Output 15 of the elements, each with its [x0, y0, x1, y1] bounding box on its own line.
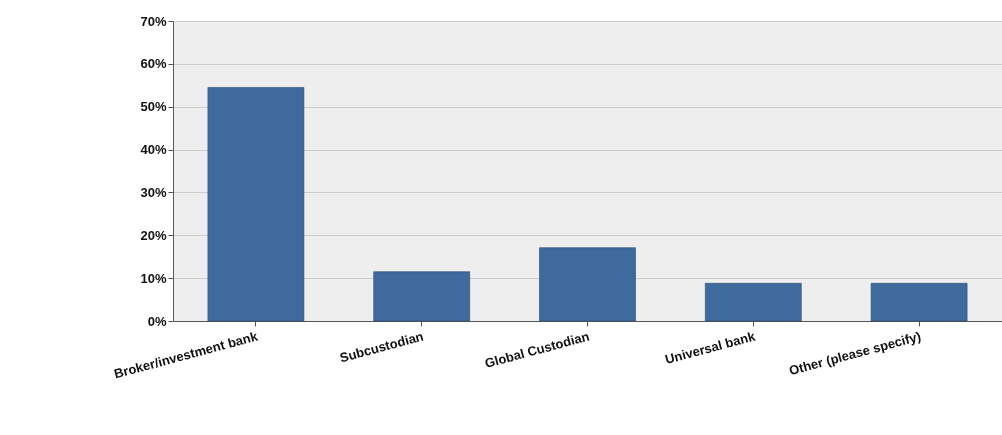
- bar: [373, 271, 470, 322]
- y-tick-label: 50%: [140, 99, 167, 115]
- y-tick-label: 30%: [140, 184, 167, 200]
- y-tick-label: 40%: [140, 142, 167, 158]
- bar: [539, 247, 636, 322]
- y-tick-label: 0%: [147, 313, 167, 329]
- x-tick-label: Other (please specify): [787, 328, 923, 379]
- bar: [870, 282, 968, 322]
- bar: [207, 87, 305, 322]
- y-tick-label: 10%: [140, 270, 167, 286]
- bar: [705, 282, 802, 322]
- y-tick-label: 70%: [140, 13, 167, 29]
- y-tick-label: 60%: [140, 56, 167, 72]
- x-tick-label: Global Custodian: [483, 328, 591, 371]
- y-tick-label: 20%: [140, 227, 167, 243]
